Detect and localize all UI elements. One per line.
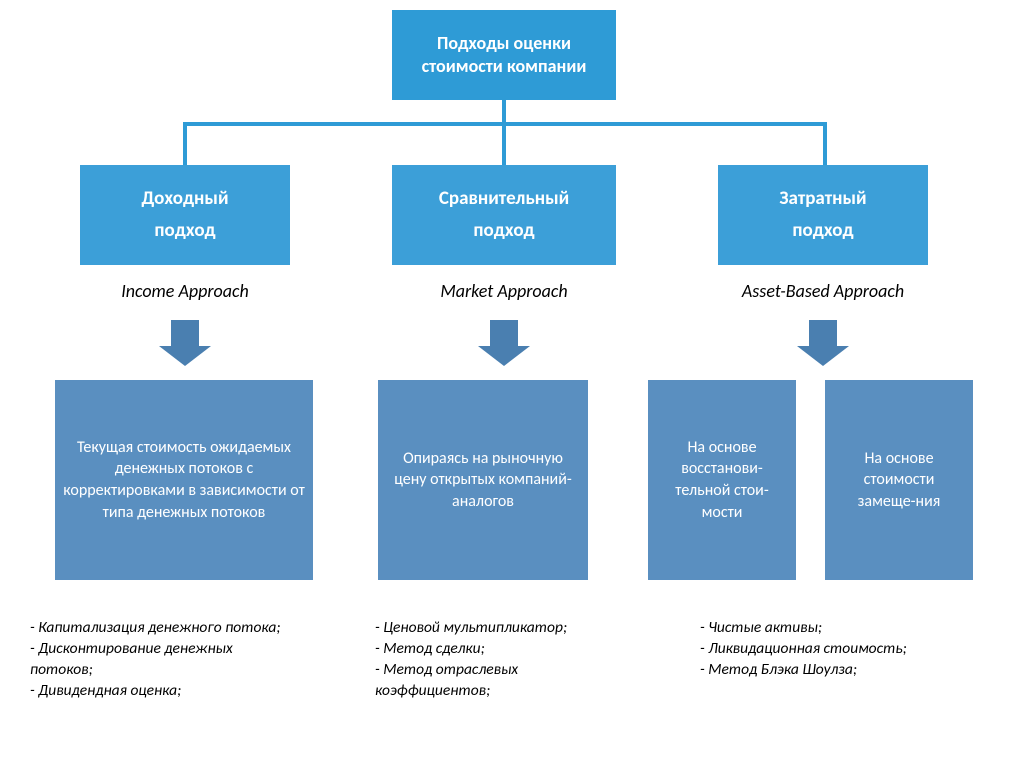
methods-1-l3: - Дивидендная оценка; bbox=[30, 681, 350, 702]
branch-1-line1: Доходный bbox=[141, 187, 228, 210]
branch-2-line1: Сравнительный bbox=[439, 187, 569, 210]
methods-2: - Ценовой мультипликатор; - Метод сделки… bbox=[375, 618, 655, 702]
desc-2-text: Опираясь на рыночную цену открытых компа… bbox=[386, 448, 580, 513]
desc-4-text: На основе стоимости замеще-ния bbox=[833, 448, 965, 513]
branch-node-1: Доходный подход bbox=[80, 165, 290, 265]
methods-3-l2: - Метод Блэка Шоулза; bbox=[700, 660, 1000, 681]
methods-2-l3: коэффициентов; bbox=[375, 681, 655, 702]
root-label: Подходы оценки стоимости компании bbox=[400, 32, 608, 79]
branch-3-line1: Затратный bbox=[779, 187, 866, 210]
connector-vert-1 bbox=[183, 122, 187, 165]
methods-2-l0: - Ценовой мультипликатор; bbox=[375, 618, 655, 639]
methods-3-l0: - Чистые активы; bbox=[700, 618, 1000, 639]
english-label-2: Market Approach bbox=[392, 280, 616, 302]
english-label-3: Asset-Based Approach bbox=[718, 280, 928, 302]
methods-2-l1: - Метод сделки; bbox=[375, 639, 655, 660]
connector-vert-2 bbox=[502, 122, 506, 165]
desc-box-4: На основе стоимости замеще-ния bbox=[825, 380, 973, 580]
branch-node-3: Затратный подход bbox=[718, 165, 928, 265]
branch-1-label: Доходный подход bbox=[141, 183, 228, 248]
methods-1-l2: потоков; bbox=[30, 660, 350, 681]
branch-3-line2: подход bbox=[792, 219, 853, 242]
methods-1-l1: - Дисконтирование денежных bbox=[30, 639, 350, 660]
connector-vert-root bbox=[502, 100, 506, 122]
methods-1: - Капитализация денежного потока; - Диск… bbox=[30, 618, 350, 702]
english-label-1: Income Approach bbox=[80, 280, 290, 302]
arrow-1 bbox=[159, 320, 211, 366]
methods-1-l0: - Капитализация денежного потока; bbox=[30, 618, 350, 639]
root-node: Подходы оценки стоимости компании bbox=[392, 10, 616, 100]
branch-3-label: Затратный подход bbox=[779, 183, 866, 248]
branch-node-2: Сравнительный подход bbox=[392, 165, 616, 265]
branch-2-line2: подход bbox=[473, 219, 534, 242]
branch-2-label: Сравнительный подход bbox=[439, 183, 569, 248]
branch-1-line2: подход bbox=[154, 219, 215, 242]
desc-box-3: На основе восстанови-тельной стои-мости bbox=[648, 380, 796, 580]
desc-3-text: На основе восстанови-тельной стои-мости bbox=[656, 437, 788, 523]
arrow-2 bbox=[478, 320, 530, 366]
desc-box-2: Опираясь на рыночную цену открытых компа… bbox=[378, 380, 588, 580]
methods-3-l1: - Ликвидационная стоимость; bbox=[700, 639, 1000, 660]
desc-1-text: Текущая стоимость ожидаемых денежных пот… bbox=[63, 437, 305, 523]
arrow-3 bbox=[797, 320, 849, 366]
connector-vert-3 bbox=[823, 122, 827, 165]
methods-3: - Чистые активы; - Ликвидационная стоимо… bbox=[700, 618, 1000, 681]
desc-box-1: Текущая стоимость ожидаемых денежных пот… bbox=[55, 380, 313, 580]
methods-2-l2: - Метод отраслевых bbox=[375, 660, 655, 681]
